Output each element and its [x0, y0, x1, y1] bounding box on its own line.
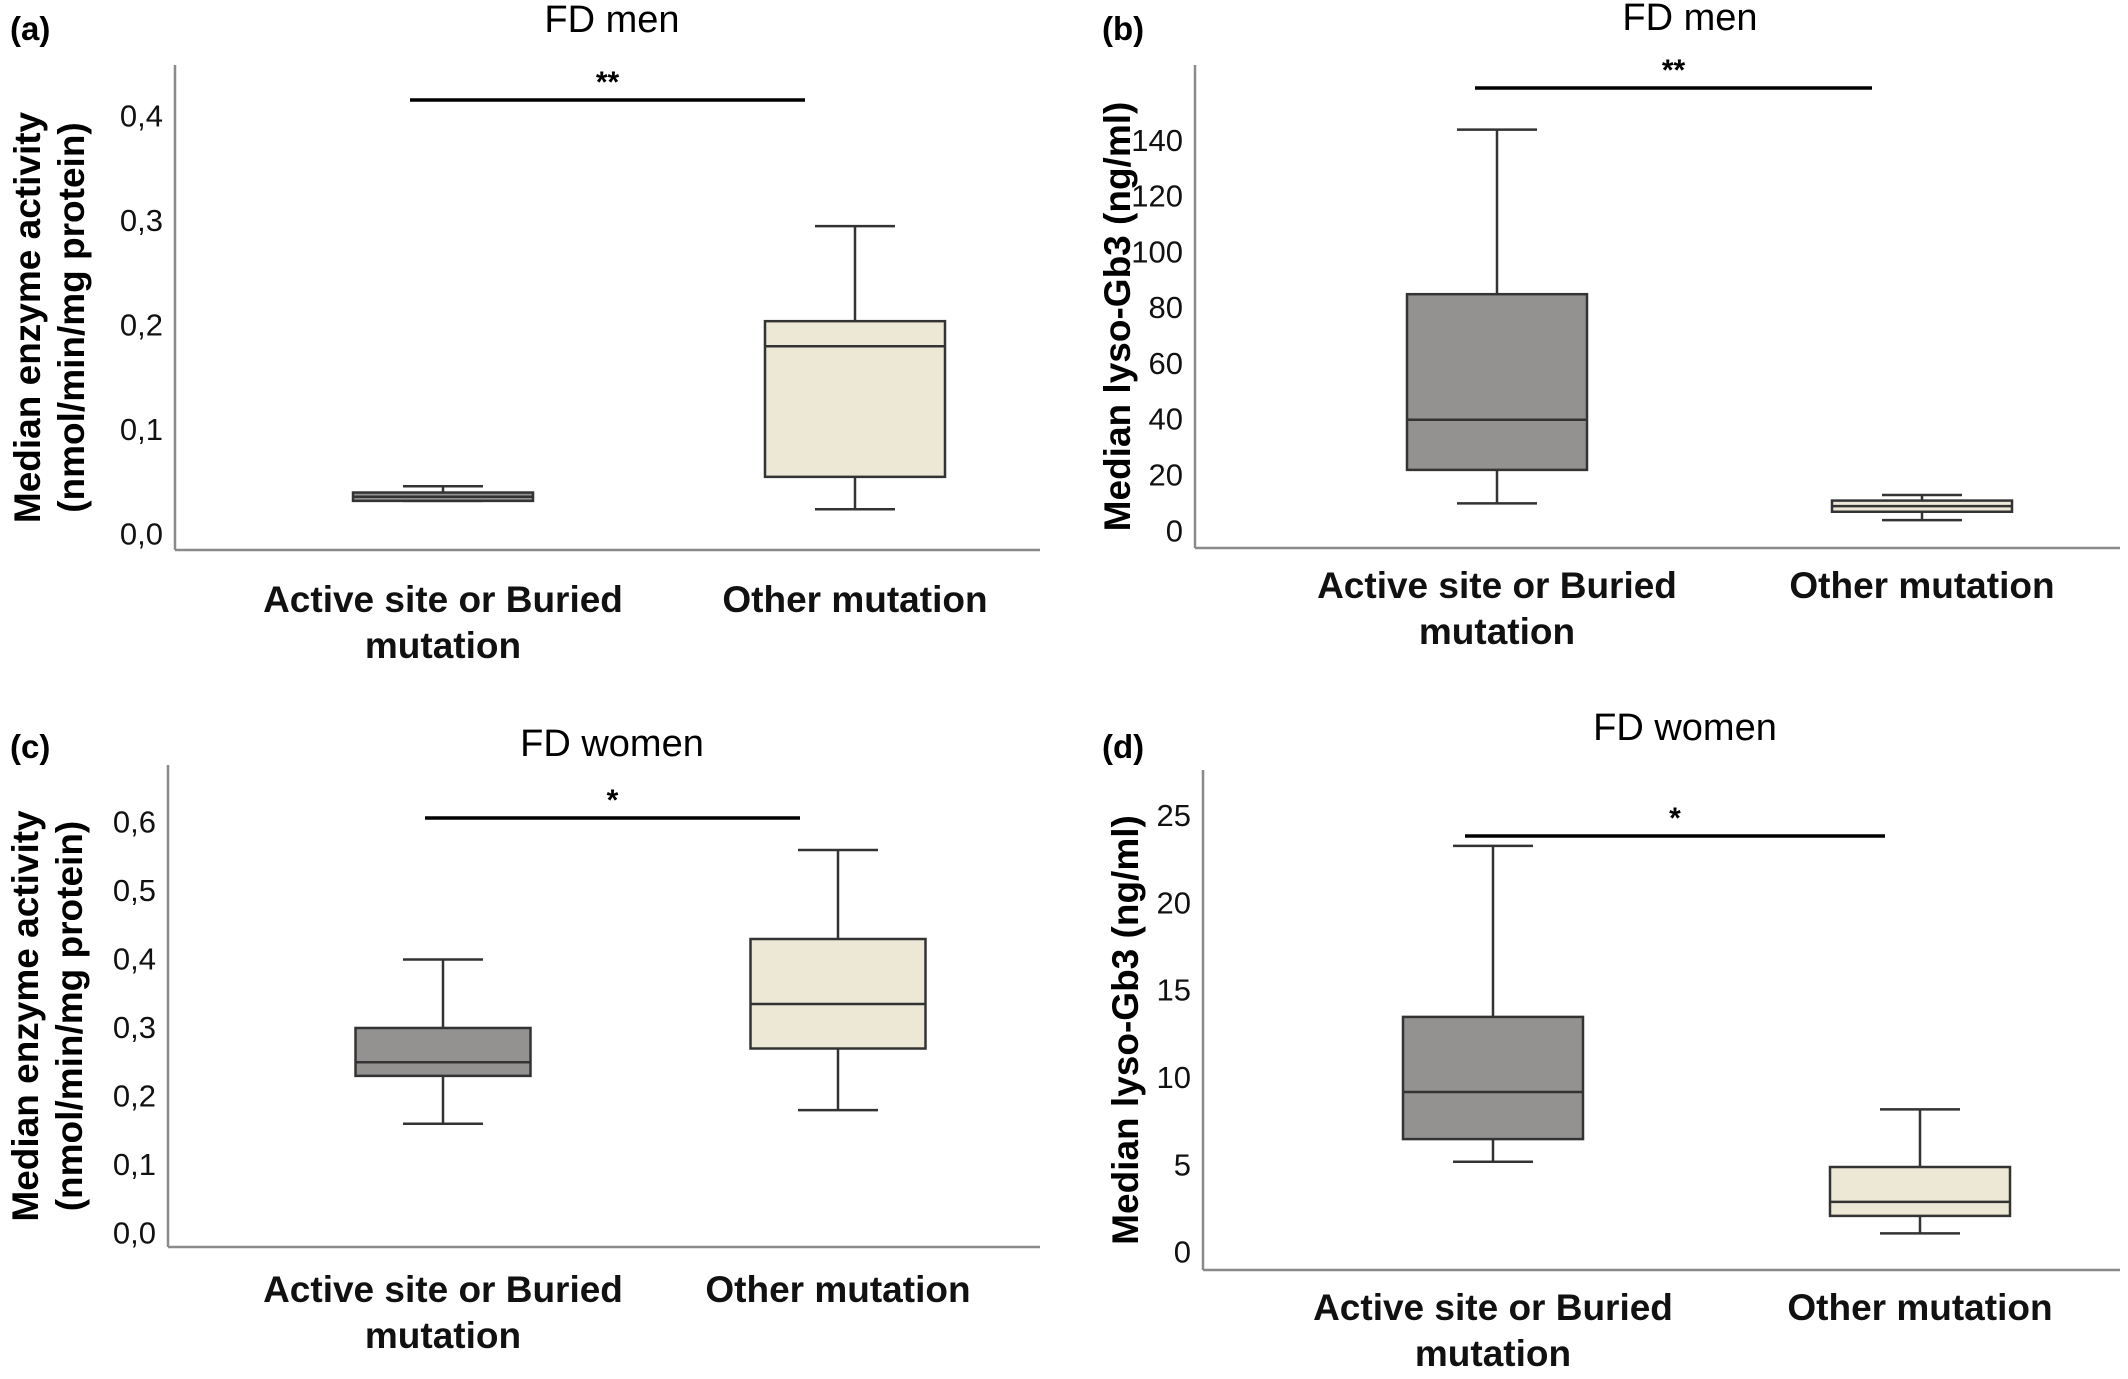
panel-letter: (c) — [10, 728, 50, 765]
box-body — [1401, 1015, 1585, 1141]
x-category-label: Other mutation — [1787, 1287, 2052, 1328]
y-axis-label-line: Median enzyme activity — [5, 810, 46, 1222]
y-tick-label: 0,1 — [113, 1147, 156, 1182]
y-axis-label: Median enzyme activity(nmol/min/mg prote… — [5, 810, 90, 1222]
y-axis-label-line: (nmol/min/mg protein) — [51, 122, 92, 513]
x-category-label-line: Active site or Buried — [1317, 565, 1677, 606]
y-axis-label: Median lyso-Gb3 (ng/ml) — [1105, 815, 1146, 1245]
box-body — [1828, 1165, 2012, 1218]
y-tick-label: 0,2 — [120, 307, 163, 342]
x-category-label-line: mutation — [365, 1315, 521, 1356]
x-category-label-line: Active site or Buried — [1313, 1287, 1673, 1328]
box-1 — [351, 485, 535, 503]
box-2 — [749, 848, 927, 1112]
chart-panel-3: (c) FD women Median enzyme activity(nmol/m… — [5, 723, 1040, 1356]
chart-panel-2: (b) FD men Median lyso-Gb3 (ng/ml) 0 20 40 60 8… — [1097, 0, 2120, 652]
chart-panel-4: (d) FD women Median lyso-Gb3 (ng/ml) 0 5 10 15… — [1102, 707, 2120, 1374]
y-axis-label: Median lyso-Gb3 (ng/ml) — [1097, 102, 1138, 532]
y-tick-label: 0,2 — [113, 1078, 156, 1113]
y-tick-label: 100 — [1131, 234, 1183, 269]
y-tick-label: 0,6 — [113, 805, 156, 840]
box-body — [354, 1026, 532, 1078]
y-tick-label: 25 — [1157, 798, 1191, 833]
y-tick-label: 0,4 — [120, 98, 163, 133]
panel-title: FD men — [1622, 0, 1757, 39]
y-tick-label: 0,1 — [120, 412, 163, 447]
x-category-label: Active site or Buried mutation — [263, 579, 623, 666]
x-category-label-line: Active site or Buried — [263, 1269, 623, 1310]
x-category-label-line: Other mutation — [705, 1269, 970, 1310]
y-tick-label: 80 — [1149, 290, 1183, 325]
y-tick-label: 120 — [1131, 179, 1183, 214]
panel-letter: (b) — [1102, 10, 1144, 47]
x-category-label-line: mutation — [365, 625, 521, 666]
box-1 — [354, 958, 532, 1126]
box-body — [763, 319, 947, 479]
y-tick-label: 15 — [1157, 973, 1191, 1008]
y-tick-label: 0,5 — [113, 873, 156, 908]
y-tick-label: 5 — [1174, 1147, 1191, 1182]
y-tick-label: 40 — [1149, 402, 1183, 437]
y-tick-label: 0,0 — [120, 516, 163, 551]
x-category-label: Other mutation — [705, 1269, 970, 1310]
panel-title: FD women — [520, 723, 704, 765]
panel-letter: (d) — [1102, 728, 1144, 765]
significance-label: * — [607, 784, 619, 817]
box-body — [749, 937, 927, 1050]
box-1 — [1405, 128, 1589, 505]
y-tick-label: 140 — [1131, 123, 1183, 158]
x-category-label-line: mutation — [1415, 1333, 1571, 1374]
chart-panel-1: (a) FD men Median enzyme activity(nmol/min… — [7, 0, 1040, 666]
box-2 — [1828, 1108, 2012, 1235]
y-axis-label-line: Median lyso-Gb3 (ng/ml) — [1097, 102, 1138, 532]
y-tick-label: 20 — [1149, 457, 1183, 492]
y-axis-label: Median enzyme activity(nmol/min/mg prote… — [7, 111, 92, 523]
significance-label: ** — [596, 66, 620, 99]
y-tick-label: 0 — [1174, 1235, 1191, 1270]
box-2 — [763, 224, 947, 511]
y-tick-label: 0,4 — [113, 942, 156, 977]
x-category-label: Other mutation — [722, 579, 987, 620]
y-axis-label-line: Median lyso-Gb3 (ng/ml) — [1105, 815, 1146, 1245]
x-category-label-line: mutation — [1419, 611, 1575, 652]
significance-label: * — [1669, 802, 1681, 835]
x-category-label: Active site or Buried mutation — [263, 1269, 623, 1356]
x-category-label-line: Active site or Buried — [263, 579, 623, 620]
x-category-label-line: Other mutation — [722, 579, 987, 620]
y-axis-label-line: (nmol/min/mg protein) — [49, 821, 90, 1212]
panel-title: FD women — [1593, 707, 1777, 749]
box-body — [1405, 292, 1589, 472]
x-category-label-line: Other mutation — [1787, 1287, 2052, 1328]
y-tick-label: 60 — [1149, 346, 1183, 381]
x-category-label: Active site or Buried mutation — [1317, 565, 1677, 652]
y-tick-label: 0,0 — [113, 1215, 156, 1250]
y-tick-label: 20 — [1157, 885, 1191, 920]
y-axis-label-line: Median enzyme activity — [7, 111, 48, 523]
x-category-label: Other mutation — [1789, 565, 2054, 606]
significance-label: ** — [1662, 54, 1686, 87]
y-tick-label: 10 — [1157, 1060, 1191, 1095]
y-tick-label: 0,3 — [113, 1010, 156, 1045]
box-1 — [1401, 844, 1585, 1164]
panel-letter: (a) — [10, 10, 50, 47]
x-category-label: Active site or Buried mutation — [1313, 1287, 1673, 1374]
box-2 — [1830, 493, 2014, 522]
y-tick-label: 0,3 — [120, 203, 163, 238]
x-category-label-line: Other mutation — [1789, 565, 2054, 606]
y-tick-label: 0 — [1166, 513, 1183, 548]
panel-title: FD men — [544, 0, 679, 41]
